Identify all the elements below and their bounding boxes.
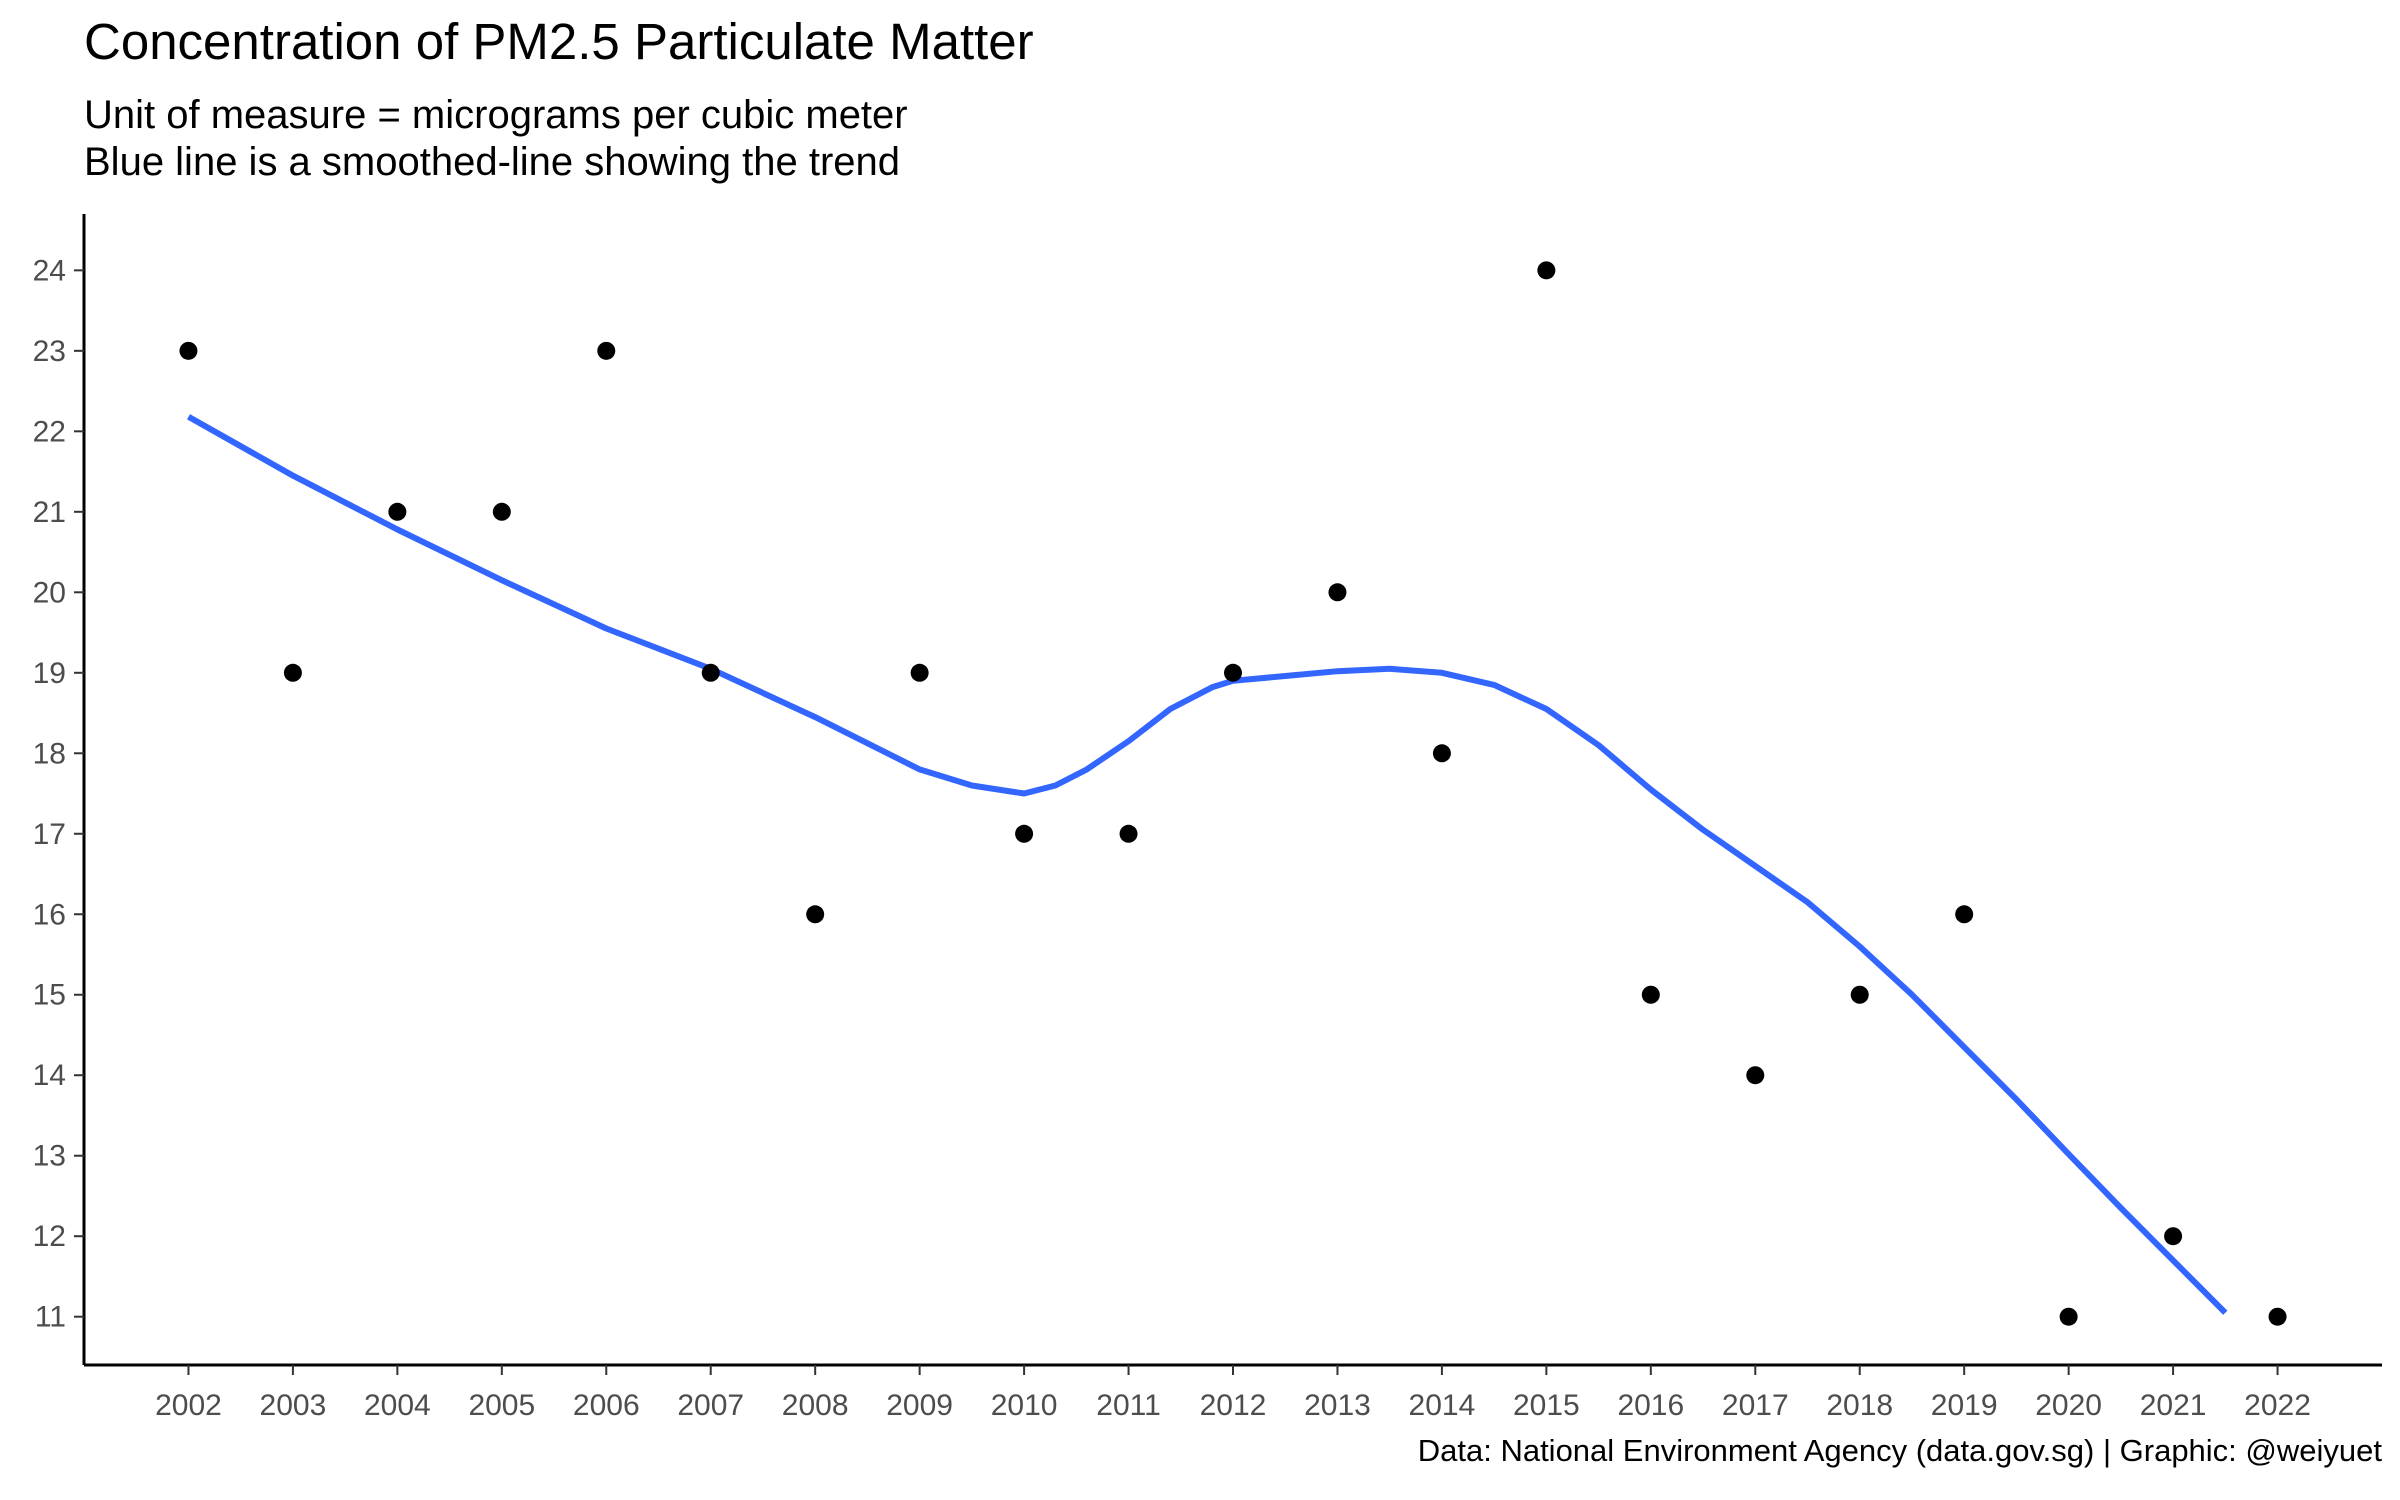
x-tick-label: 2007 (677, 1389, 744, 1422)
y-tick-label: 13 (33, 1140, 66, 1173)
x-tick-label: 2022 (2244, 1389, 2311, 1422)
x-tick-label: 2009 (886, 1389, 953, 1422)
data-point (1119, 824, 1138, 843)
x-tick-label: 2017 (1722, 1389, 1789, 1422)
data-point (806, 905, 825, 924)
data-point (2164, 1227, 2183, 1246)
y-tick-label: 24 (33, 254, 66, 287)
y-tick-label: 17 (33, 818, 66, 851)
y-tick-label: 19 (33, 657, 66, 690)
x-tick-label: 2011 (1096, 1389, 1161, 1422)
y-tick-label: 23 (33, 335, 66, 368)
y-tick-label: 18 (33, 737, 66, 770)
data-point (283, 663, 302, 682)
data-point (2059, 1307, 2078, 1326)
y-tick-label: 20 (33, 576, 66, 609)
data-point (1850, 985, 1869, 1004)
data-point (1746, 1066, 1765, 1085)
data-point (1641, 985, 1660, 1004)
data-point (1537, 261, 1556, 280)
data-point (179, 341, 198, 360)
chart-subtitle: Unit of measure = micrograms per cubic m… (84, 92, 908, 186)
data-point (910, 663, 929, 682)
x-tick-label: 2021 (2140, 1389, 2207, 1422)
data-point (1015, 824, 1034, 843)
chart-title: Concentration of PM2.5 Particulate Matte… (84, 13, 1034, 70)
x-tick-label: 2015 (1513, 1389, 1580, 1422)
y-tick-label: 12 (33, 1220, 66, 1253)
x-tick-label: 2020 (2035, 1389, 2102, 1422)
y-tick-label: 16 (33, 898, 66, 931)
x-tick-label: 2004 (364, 1389, 431, 1422)
data-point (1328, 583, 1347, 602)
data-point (1224, 663, 1242, 682)
x-tick-label: 2013 (1304, 1389, 1371, 1422)
y-tick-label: 15 (33, 979, 66, 1012)
data-point (492, 502, 511, 521)
x-tick-label: 2008 (782, 1389, 849, 1422)
data-points-layer (179, 261, 2287, 1326)
x-tick-label: 2006 (573, 1389, 640, 1422)
y-tick-label: 21 (33, 496, 66, 529)
data-point (597, 341, 616, 360)
subtitle-line-1: Unit of measure = micrograms per cubic m… (84, 93, 908, 137)
x-tick-label: 2019 (1931, 1389, 1998, 1422)
y-tick-label: 11 (35, 1301, 66, 1334)
data-point (701, 663, 720, 682)
data-point (1955, 905, 1974, 924)
subtitle-line-2: Blue line is a smoothed-line showing the… (84, 140, 901, 184)
x-tick-label: 2018 (1826, 1389, 1893, 1422)
x-tick-label: 2010 (991, 1389, 1058, 1422)
trend-line (187, 414, 2228, 1315)
data-point (2268, 1307, 2287, 1326)
chart-caption: Data: National Environment Agency (data.… (1417, 1433, 2382, 1468)
data-point (1432, 744, 1451, 763)
x-tick-label: 2002 (155, 1389, 222, 1422)
x-tick-label: 2003 (260, 1389, 327, 1422)
x-tick-label: 2005 (468, 1389, 535, 1422)
x-tick-label: 2016 (1617, 1389, 1684, 1422)
trend-line-layer (187, 414, 2228, 1315)
y-tick-label: 22 (33, 415, 66, 448)
x-tick-label: 2012 (1200, 1389, 1267, 1422)
x-tick-label: 2014 (1409, 1389, 1476, 1422)
data-point (388, 502, 407, 521)
y-tick-label: 14 (33, 1059, 66, 1092)
